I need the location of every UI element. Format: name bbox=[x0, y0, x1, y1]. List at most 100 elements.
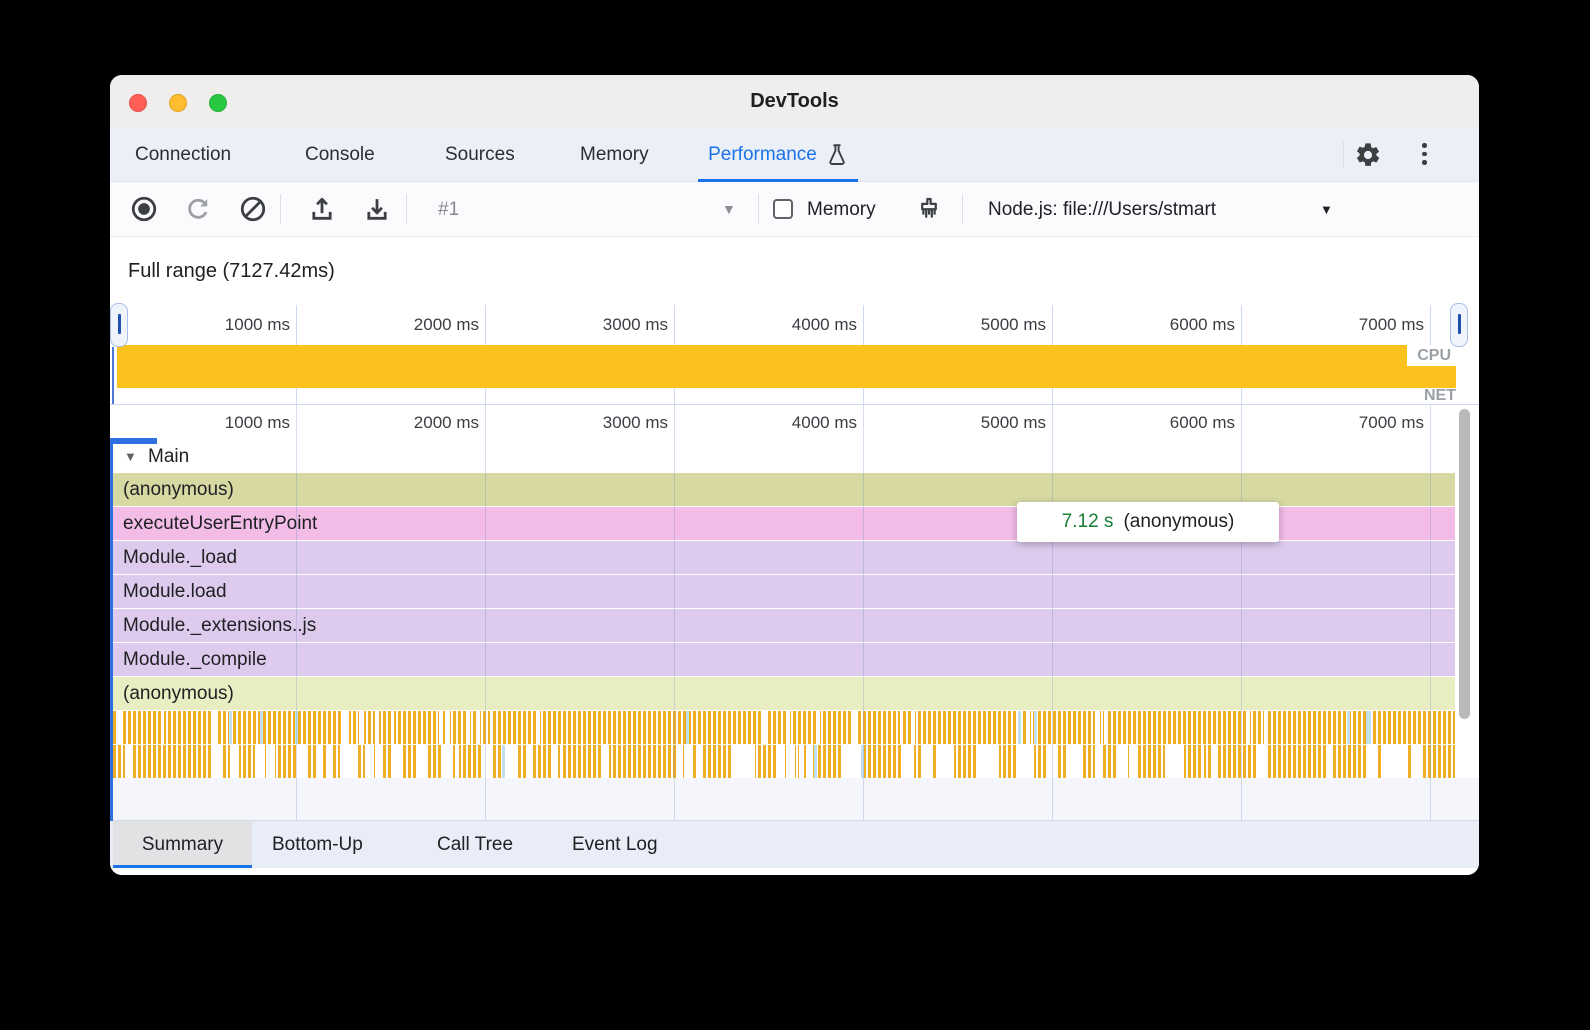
flame-ruler-label: 6000 ms bbox=[1169, 413, 1235, 432]
tab-performance[interactable]: Performance bbox=[698, 128, 858, 182]
flame-gridline bbox=[485, 405, 486, 820]
tab-summary[interactable]: Summary bbox=[113, 821, 252, 868]
flame-empty-area bbox=[110, 778, 1479, 821]
settings-gear-icon[interactable] bbox=[1354, 141, 1382, 169]
flame-chart[interactable]: 1000 ms 2000 ms 3000 ms 4000 ms 5000 ms 6000 … bbox=[110, 404, 1479, 821]
flame-gap bbox=[1201, 745, 1204, 778]
flame-gap bbox=[128, 745, 131, 778]
flame-sliver bbox=[1347, 711, 1350, 744]
flame-gap bbox=[1412, 745, 1421, 778]
flame-gap bbox=[1327, 745, 1332, 778]
tab-connection[interactable]: Connection bbox=[135, 144, 232, 165]
close-window-icon[interactable] bbox=[129, 94, 147, 112]
tab-event-log[interactable]: Event Log bbox=[572, 834, 658, 855]
flame-gridline bbox=[674, 405, 675, 820]
devtools-window: DevTools Connection Console Sources Memo… bbox=[110, 75, 1479, 875]
maximize-window-icon[interactable] bbox=[209, 94, 227, 112]
target-select-value: Node.js: file:///Users/stmart bbox=[988, 199, 1217, 220]
flame-gap bbox=[125, 745, 128, 778]
load-profile-icon[interactable] bbox=[308, 195, 336, 223]
toolbar-divider bbox=[406, 194, 407, 224]
memory-checkbox-label[interactable]: Memory bbox=[807, 199, 876, 220]
flame-sliver bbox=[861, 745, 864, 778]
flame-gap bbox=[1174, 745, 1180, 778]
flame-gap bbox=[912, 711, 915, 744]
minimize-window-icon[interactable] bbox=[169, 94, 187, 112]
tab-console[interactable]: Console bbox=[305, 144, 375, 165]
vertical-scrollbar[interactable] bbox=[1459, 409, 1470, 719]
history-select[interactable]: #1 ▼ bbox=[420, 182, 750, 237]
flame-gap bbox=[343, 711, 348, 744]
flame-gap bbox=[1117, 745, 1128, 778]
toolbar-divider bbox=[758, 194, 759, 224]
flame-gap bbox=[1177, 745, 1184, 778]
collect-garbage-icon[interactable] bbox=[915, 195, 943, 223]
flame-gap bbox=[418, 745, 426, 778]
flame-gap bbox=[482, 745, 493, 778]
chevron-down-icon: ▼ bbox=[722, 201, 736, 217]
flame-event-row[interactable]: Module.load bbox=[113, 575, 1455, 608]
flame-gap bbox=[841, 745, 851, 778]
memory-checkbox[interactable] bbox=[773, 199, 793, 219]
record-button[interactable] bbox=[130, 195, 158, 223]
tooltip-label: (anonymous) bbox=[1123, 511, 1235, 532]
flame-event-row[interactable]: Module._extensions..js bbox=[113, 609, 1455, 642]
flame-gap bbox=[1095, 711, 1100, 744]
range-handle-right[interactable] bbox=[1450, 303, 1468, 347]
flame-gap bbox=[375, 711, 379, 744]
flame-gap bbox=[318, 745, 323, 778]
flame-ruler-label: 5000 ms bbox=[980, 413, 1046, 432]
tab-memory[interactable]: Memory bbox=[580, 144, 649, 165]
range-handle-left[interactable] bbox=[110, 303, 128, 347]
flame-event-row[interactable]: Module._compile bbox=[113, 643, 1455, 676]
flame-gap bbox=[853, 711, 857, 744]
flame-event-row[interactable]: Module._load bbox=[113, 541, 1455, 574]
reload-and-record-button[interactable] bbox=[184, 195, 212, 223]
overview-ruler-label: 2000 ms bbox=[413, 315, 479, 334]
flame-gap bbox=[476, 711, 480, 744]
flame-gap bbox=[268, 745, 275, 778]
flame-gap bbox=[1165, 745, 1174, 778]
tab-bottom-up[interactable]: Bottom-Up bbox=[272, 834, 363, 855]
flame-ruler-label: 4000 ms bbox=[791, 413, 857, 432]
flame-gap bbox=[1017, 745, 1028, 778]
flame-dense-activity-row[interactable] bbox=[113, 745, 1455, 778]
flame-event-row[interactable]: (anonymous) bbox=[113, 473, 1455, 506]
target-select[interactable]: Node.js: file:///Users/stmart ▼ bbox=[972, 182, 1352, 237]
flame-gridline bbox=[1052, 405, 1053, 820]
more-options-icon[interactable] bbox=[1422, 143, 1427, 165]
flame-sliver bbox=[502, 745, 505, 778]
flame-event-row[interactable]: (anonymous) bbox=[113, 677, 1455, 710]
tabbar-divider bbox=[1343, 142, 1344, 168]
flame-gap bbox=[1026, 711, 1030, 744]
tab-sources[interactable]: Sources bbox=[445, 144, 515, 165]
flame-gap bbox=[788, 711, 790, 744]
flame-dense-activity-row[interactable] bbox=[113, 711, 1455, 744]
history-select-value: #1 bbox=[438, 199, 460, 220]
main-track-header[interactable]: ▼ Main bbox=[110, 441, 1479, 473]
panel-tab-bar: Connection Console Sources Memory Perfor… bbox=[110, 128, 1479, 182]
flame-gap bbox=[1095, 745, 1102, 778]
flame-gap bbox=[748, 745, 755, 778]
flame-gap bbox=[490, 711, 493, 744]
flame-sliver bbox=[229, 711, 232, 744]
collapse-triangle-icon[interactable]: ▼ bbox=[124, 449, 137, 464]
flame-gap bbox=[507, 745, 518, 778]
clear-recording-icon[interactable] bbox=[239, 195, 267, 223]
flame-gap bbox=[1399, 745, 1406, 778]
timeline-overview[interactable]: 1000 ms 2000 ms 3000 ms 4000 ms 5000 ms 6000 … bbox=[110, 303, 1479, 404]
flame-tooltip: 7.12 s (anonymous) bbox=[1017, 502, 1279, 542]
flame-gap bbox=[345, 745, 351, 778]
save-profile-icon[interactable] bbox=[363, 195, 391, 223]
flame-gap bbox=[1367, 745, 1377, 778]
flame-gap bbox=[799, 745, 804, 778]
flame-gap bbox=[528, 745, 533, 778]
flame-gap bbox=[923, 745, 932, 778]
tab-call-tree[interactable]: Call Tree bbox=[437, 834, 514, 855]
flame-ruler-label: 1000 ms bbox=[224, 413, 290, 432]
cpu-overview-strip[interactable]: CPU bbox=[117, 345, 1456, 388]
flame-gap bbox=[900, 711, 902, 744]
flame-gap bbox=[903, 745, 914, 778]
flame-gap bbox=[818, 711, 820, 744]
flame-gap bbox=[936, 745, 944, 778]
